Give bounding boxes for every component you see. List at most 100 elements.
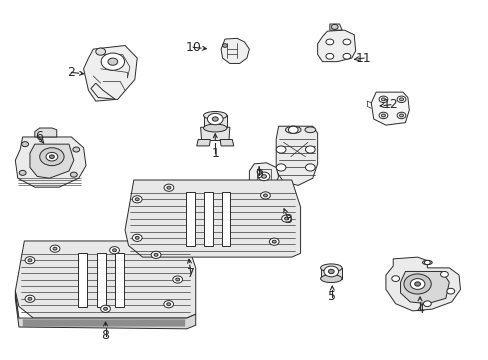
Circle shape: [163, 301, 173, 308]
Polygon shape: [370, 92, 408, 125]
Circle shape: [424, 260, 429, 265]
Circle shape: [109, 247, 119, 254]
Circle shape: [260, 192, 270, 199]
Circle shape: [49, 155, 54, 158]
Circle shape: [175, 278, 179, 281]
Polygon shape: [249, 163, 278, 191]
Circle shape: [330, 24, 337, 30]
Circle shape: [154, 253, 158, 256]
Circle shape: [391, 276, 399, 282]
Polygon shape: [91, 83, 115, 99]
Circle shape: [423, 301, 430, 307]
Polygon shape: [221, 39, 249, 63]
Circle shape: [28, 297, 32, 300]
Ellipse shape: [422, 260, 431, 265]
Circle shape: [166, 303, 170, 306]
Polygon shape: [200, 127, 229, 140]
Circle shape: [46, 152, 58, 161]
Circle shape: [53, 247, 57, 250]
Circle shape: [73, 147, 80, 152]
Circle shape: [263, 194, 267, 197]
Polygon shape: [276, 126, 317, 185]
Circle shape: [135, 198, 139, 201]
Circle shape: [108, 58, 118, 65]
Circle shape: [207, 113, 223, 125]
Circle shape: [325, 53, 333, 59]
Circle shape: [446, 288, 454, 294]
Polygon shape: [221, 192, 230, 246]
Circle shape: [342, 39, 350, 45]
Circle shape: [212, 117, 218, 121]
Circle shape: [381, 114, 385, 117]
Circle shape: [324, 266, 338, 277]
Circle shape: [288, 126, 298, 134]
Circle shape: [325, 39, 333, 45]
Circle shape: [21, 141, 28, 147]
Circle shape: [305, 146, 315, 153]
Text: 11: 11: [355, 51, 371, 64]
Circle shape: [276, 146, 285, 153]
Circle shape: [166, 186, 170, 189]
Polygon shape: [96, 252, 105, 306]
Circle shape: [25, 295, 35, 302]
Polygon shape: [186, 192, 195, 246]
Ellipse shape: [305, 127, 315, 133]
Circle shape: [172, 276, 182, 283]
Text: 1: 1: [211, 147, 219, 159]
Polygon shape: [15, 241, 195, 318]
Circle shape: [414, 282, 420, 286]
Circle shape: [19, 170, 26, 175]
Circle shape: [151, 251, 161, 258]
Circle shape: [135, 237, 139, 239]
Circle shape: [399, 98, 403, 101]
Circle shape: [269, 238, 279, 245]
Ellipse shape: [203, 124, 226, 132]
Circle shape: [132, 234, 142, 242]
Circle shape: [50, 245, 60, 252]
Circle shape: [328, 269, 333, 274]
Polygon shape: [114, 252, 123, 306]
Circle shape: [101, 305, 110, 312]
Circle shape: [440, 271, 447, 277]
Polygon shape: [317, 30, 355, 62]
Polygon shape: [35, 128, 57, 137]
Polygon shape: [385, 257, 460, 311]
Ellipse shape: [285, 126, 301, 134]
Circle shape: [276, 164, 285, 171]
Ellipse shape: [203, 112, 226, 120]
Circle shape: [378, 96, 387, 103]
Circle shape: [163, 184, 173, 191]
Circle shape: [40, 148, 64, 166]
Text: 12: 12: [382, 98, 398, 111]
Polygon shape: [15, 137, 86, 187]
Text: 9: 9: [255, 168, 263, 181]
Circle shape: [103, 307, 107, 310]
Circle shape: [378, 112, 387, 119]
Polygon shape: [220, 139, 233, 146]
Polygon shape: [320, 268, 341, 279]
Text: 4: 4: [415, 303, 423, 316]
Text: 5: 5: [327, 290, 336, 303]
Circle shape: [396, 112, 405, 119]
Circle shape: [28, 259, 32, 262]
Text: 6: 6: [35, 130, 42, 144]
Circle shape: [399, 114, 403, 117]
Polygon shape: [329, 24, 341, 30]
Circle shape: [403, 274, 430, 294]
Polygon shape: [78, 252, 87, 306]
Circle shape: [25, 257, 35, 264]
Circle shape: [101, 53, 124, 70]
Polygon shape: [30, 144, 74, 178]
Circle shape: [258, 172, 269, 181]
Circle shape: [112, 249, 116, 252]
Polygon shape: [203, 116, 226, 128]
Circle shape: [342, 53, 350, 59]
Text: 7: 7: [186, 267, 194, 280]
Circle shape: [261, 175, 266, 178]
Text: 10: 10: [185, 41, 201, 54]
Polygon shape: [244, 182, 256, 190]
Polygon shape: [83, 45, 137, 101]
Polygon shape: [400, 271, 448, 304]
Text: 2: 2: [67, 66, 75, 79]
Ellipse shape: [320, 264, 341, 272]
